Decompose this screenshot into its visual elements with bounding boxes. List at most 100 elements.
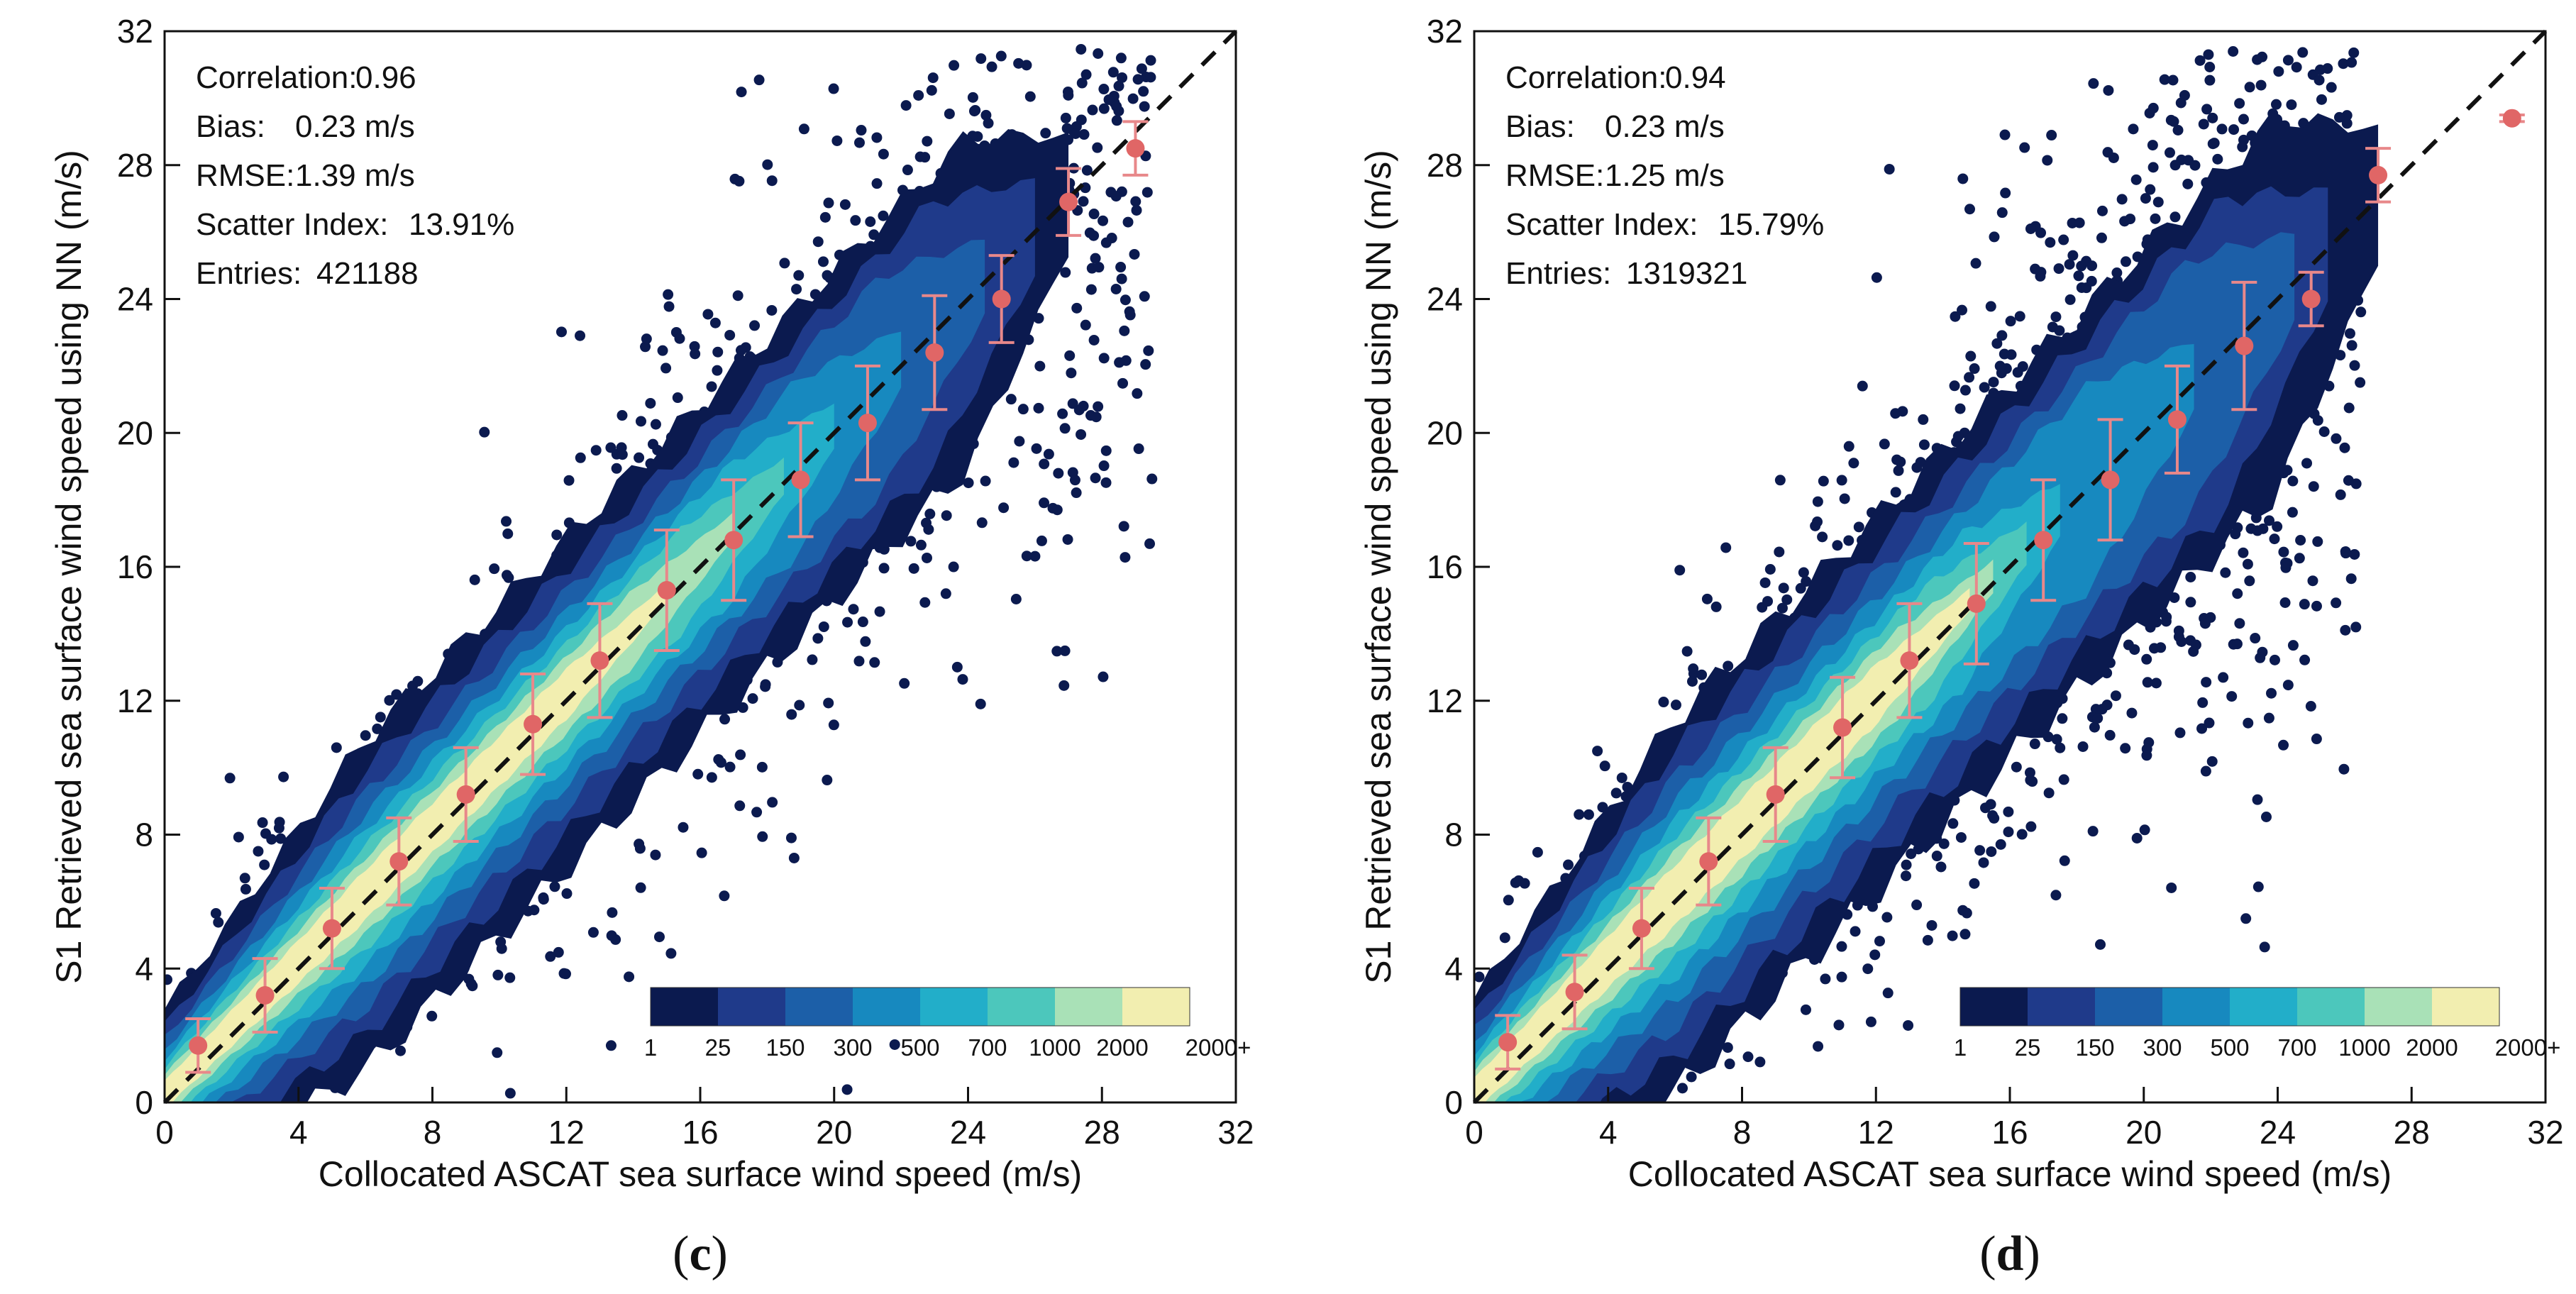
outlier-point — [1869, 949, 1881, 961]
outlier-point — [1071, 302, 1083, 314]
outlier-point — [1723, 660, 1734, 672]
stat-label: Bias: — [1505, 109, 1575, 144]
y-tick-label: 12 — [117, 682, 153, 719]
outlier-point — [607, 907, 618, 918]
outlier-point — [1093, 48, 1104, 59]
outlier-point — [2148, 643, 2160, 654]
mean-marker — [992, 289, 1011, 309]
outlier-point — [2016, 829, 2028, 840]
outlier-point — [1906, 848, 1917, 860]
panel-c: 0 4 8 12 16 20 24 28 32 0 4 8 12 16 20 24 28 32 Collocated… — [49, 13, 1254, 1281]
outlier-point — [1061, 123, 1073, 134]
outlier-point — [2260, 811, 2272, 822]
outlier-point — [1818, 475, 1829, 487]
outlier-point — [2207, 112, 2218, 123]
outlier-point — [266, 834, 277, 845]
outlier-point — [2279, 557, 2291, 568]
x-tick-label: 4 — [289, 1114, 308, 1151]
outlier-point — [2346, 57, 2357, 68]
outlier-point — [2144, 107, 2155, 118]
outlier-point — [1931, 851, 1942, 862]
outlier-point — [551, 529, 563, 541]
y-tick-label: 12 — [1427, 682, 1463, 719]
outlier-point — [1021, 60, 1032, 71]
stat-value: 0.94 — [1665, 60, 1726, 95]
mean-marker — [2034, 531, 2053, 550]
outlier-point — [1955, 403, 1966, 414]
diagonal-reference-line — [1472, 29, 2548, 1105]
outlier-point — [2025, 821, 2037, 832]
outlier-point — [2234, 618, 2245, 629]
outlier-point — [2343, 402, 2355, 414]
outlier-point — [1138, 86, 1149, 97]
outlier-point — [1959, 929, 1971, 940]
outlier-point — [921, 517, 932, 529]
outlier-point — [2297, 47, 2309, 58]
outlier-point — [1759, 577, 1771, 588]
outlier-point — [2335, 489, 2346, 500]
outlier-point — [2102, 147, 2113, 158]
outlier-point — [1057, 408, 1068, 419]
outlier-point — [224, 773, 236, 784]
outlier-point — [905, 536, 917, 547]
x-tick-label: 16 — [1991, 1114, 2028, 1151]
outlier-point — [1833, 1019, 1845, 1031]
outlier-point — [757, 831, 768, 842]
outlier-point — [1848, 458, 1859, 469]
outlier-point — [634, 843, 646, 854]
outlier-point — [2206, 756, 2218, 767]
outlier-point — [1891, 454, 1903, 465]
outlier-point — [1774, 475, 1786, 486]
outlier-point — [2088, 78, 2099, 89]
outlier-point — [1857, 380, 1868, 392]
outlier-point — [2185, 571, 2196, 582]
outlier-point — [2086, 275, 2097, 287]
x-tick-label: 20 — [816, 1114, 852, 1151]
outlier-point — [2042, 155, 2053, 166]
outlier-point — [2252, 794, 2263, 805]
colorbar-label: 2000 — [2406, 1034, 2458, 1061]
outlier-point — [1513, 875, 1525, 886]
outlier-point — [1105, 187, 1117, 198]
outlier-point — [766, 304, 778, 316]
outlier-point — [2278, 546, 2289, 558]
outlier-point — [2355, 306, 2367, 318]
outlier-point — [2174, 727, 2186, 739]
y-tick-label: 32 — [117, 13, 153, 50]
outlier-point — [785, 832, 797, 844]
outlier-point — [1918, 439, 1930, 450]
binned-mean-point — [2164, 364, 2190, 475]
outlier-point — [2333, 111, 2345, 123]
outlier-point — [587, 927, 599, 938]
outlier-point — [2051, 734, 2062, 745]
outlier-point — [1100, 445, 1112, 456]
outlier-point — [2345, 573, 2357, 585]
outlier-point — [913, 89, 924, 101]
outlier-point — [617, 410, 628, 421]
outlier-point — [712, 365, 723, 376]
outlier-point — [2000, 187, 2011, 199]
outlier-point — [2003, 826, 2014, 838]
outlier-point — [2130, 174, 2142, 185]
outlier-point — [1935, 861, 1947, 873]
outlier-point — [1762, 596, 1774, 607]
outlier-point — [360, 730, 371, 741]
outlier-point — [2030, 263, 2041, 275]
outlier-point — [2238, 114, 2249, 125]
outlier-point — [1774, 546, 1785, 558]
binned-mean-point — [2231, 280, 2257, 411]
outlier-point — [762, 159, 773, 170]
mean-marker — [255, 986, 275, 1005]
colorbar-label: 300 — [2143, 1034, 2182, 1061]
outlier-point — [2311, 600, 2322, 612]
mean-marker — [2369, 165, 2388, 184]
colorbar-segment — [651, 988, 719, 1026]
mean-marker — [1126, 139, 1145, 158]
outlier-point — [1839, 493, 1850, 504]
mean-marker — [1900, 651, 1919, 670]
outlier-point — [2126, 707, 2138, 719]
outlier-point — [1474, 971, 1485, 983]
outlier-point — [492, 1047, 503, 1058]
outlier-point — [1145, 55, 1156, 66]
outlier-point — [753, 74, 765, 86]
